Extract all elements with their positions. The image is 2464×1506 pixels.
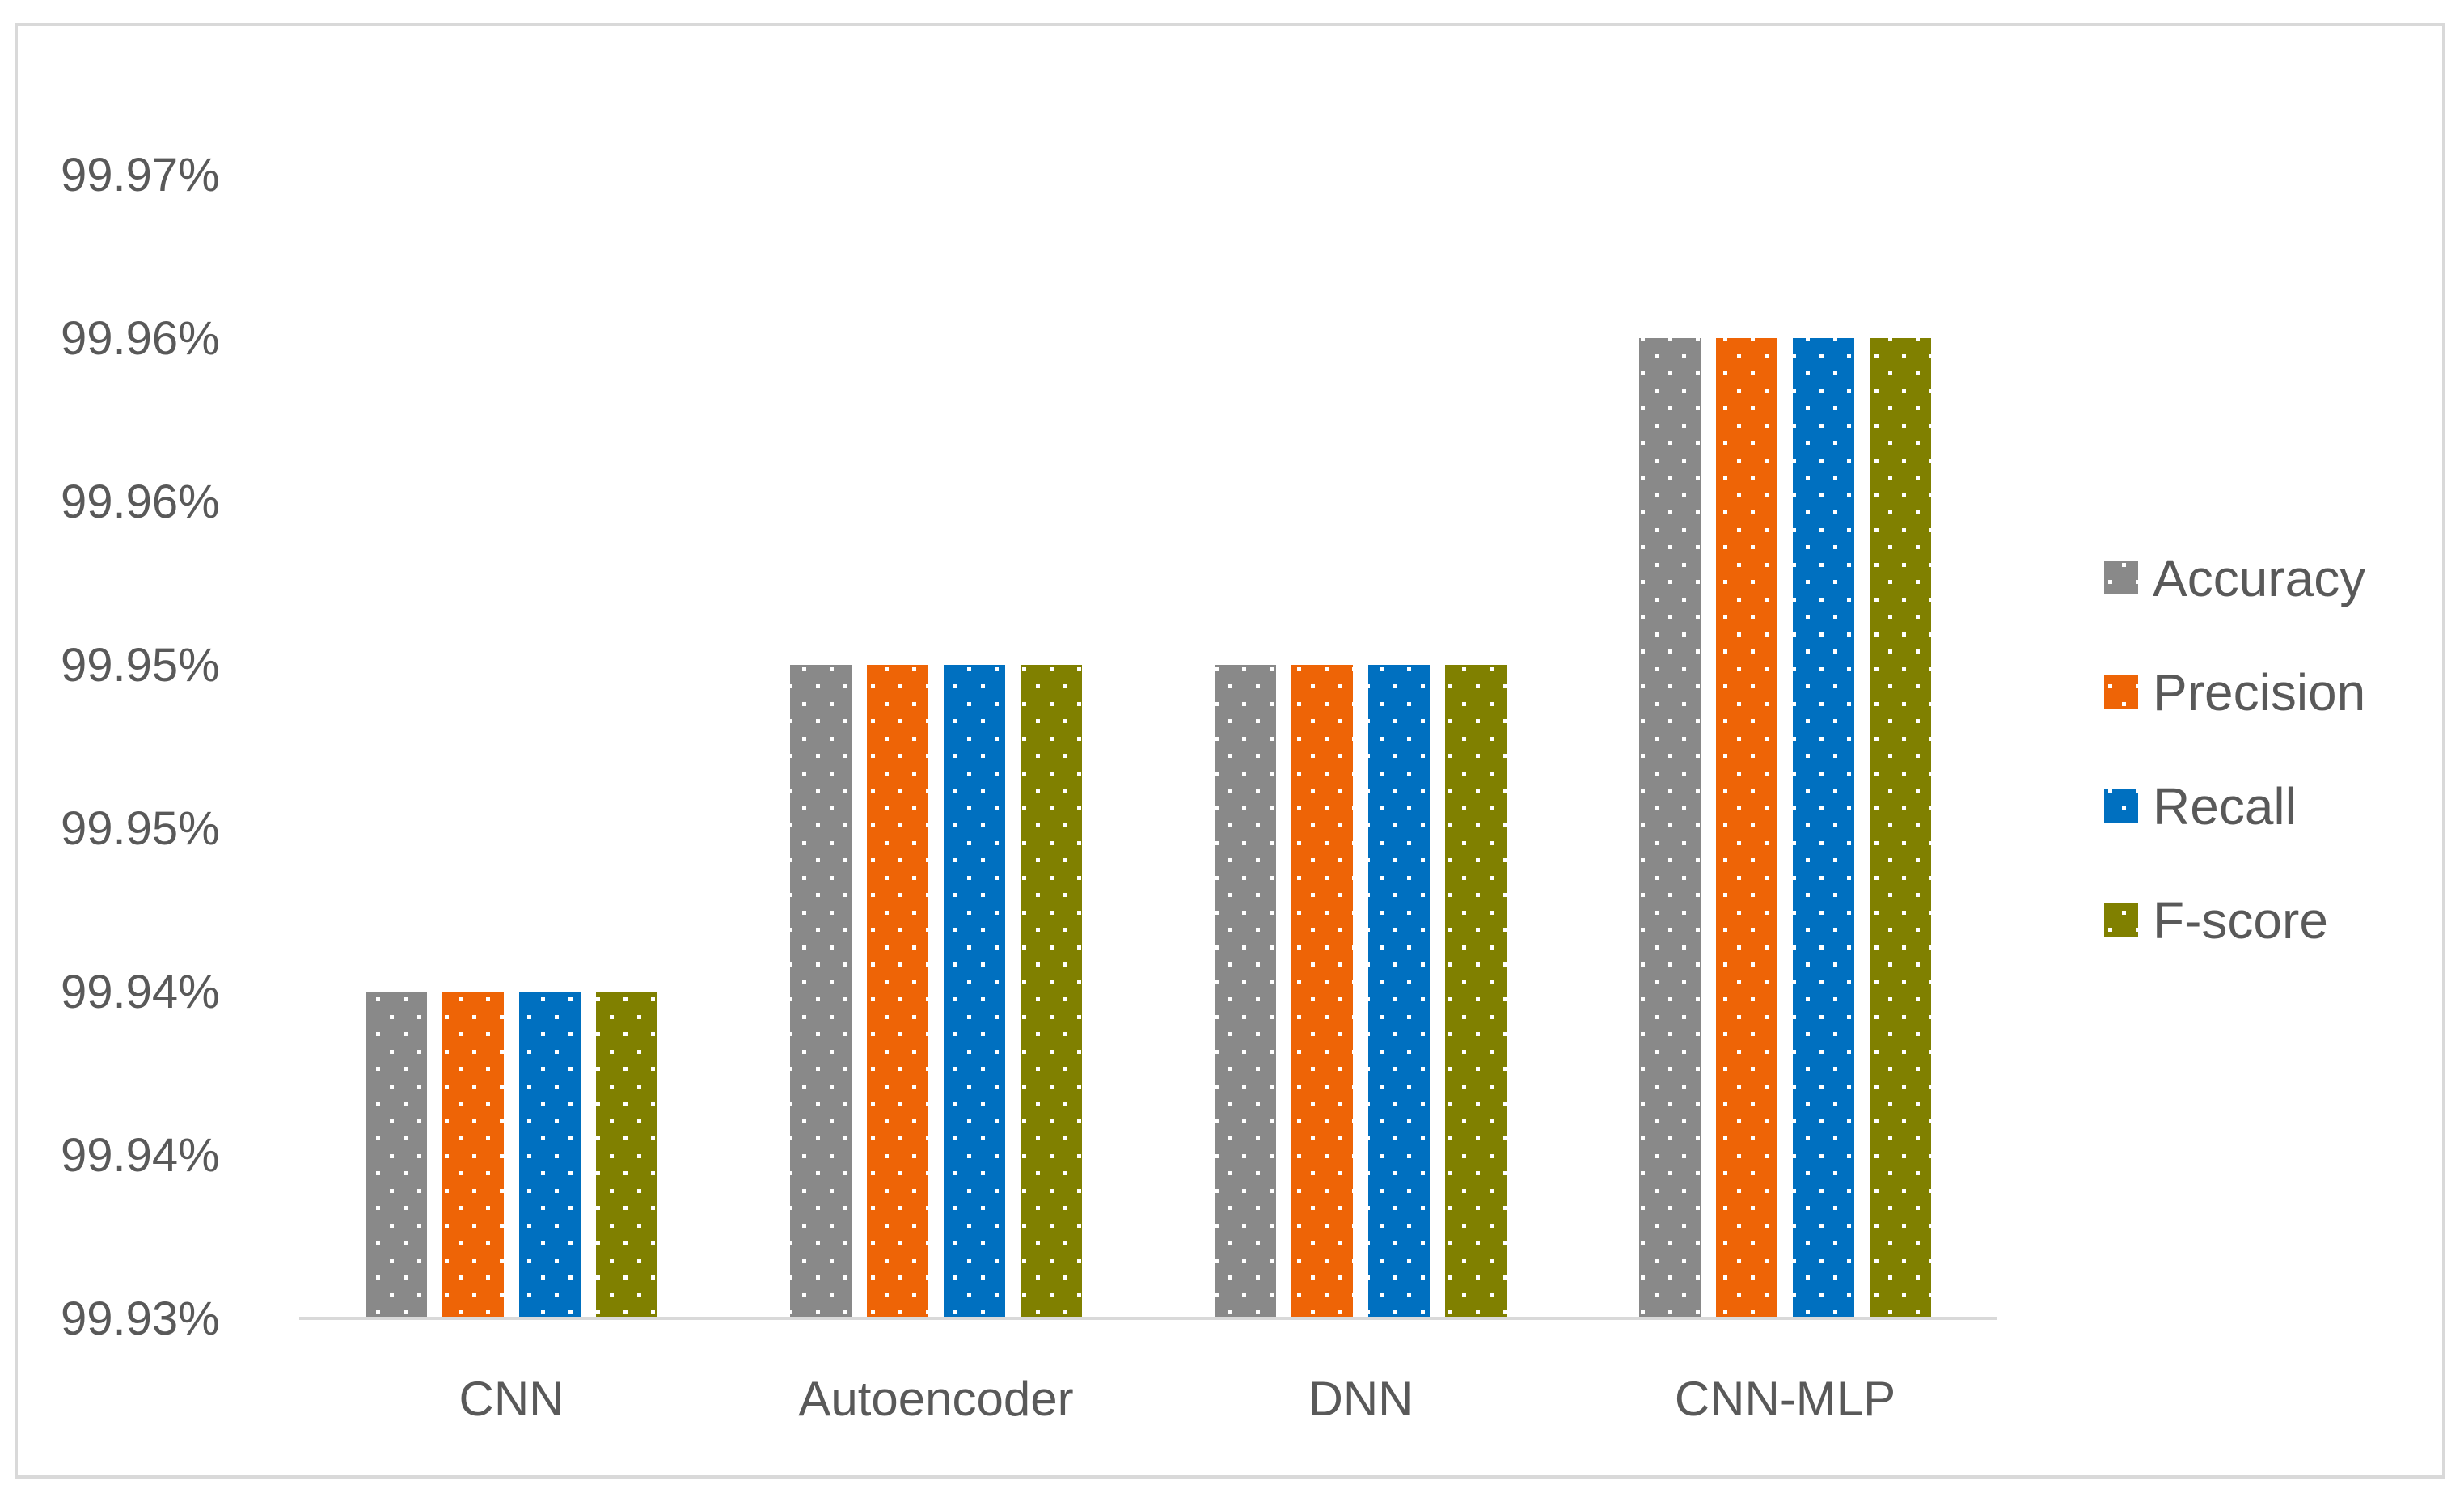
legend-swatch-recall <box>2104 789 2138 823</box>
legend-swatch-precision <box>2104 675 2138 709</box>
x-tick-label: Autoencoder <box>798 1372 1073 1426</box>
y-tick-label: 99.96% <box>61 312 220 365</box>
bar-cnn-mlp-accuracy <box>1639 338 1701 1318</box>
y-tick-label: 99.95% <box>61 802 220 855</box>
legend-swatch-accuracy <box>2104 561 2138 594</box>
legend-label-recall: Recall <box>2153 777 2297 835</box>
y-tick-label: 99.97% <box>61 149 220 201</box>
x-tick-label: DNN <box>1308 1372 1414 1426</box>
x-axis: CNN Autoencoder DNN CNN-MLP <box>299 1317 1997 1426</box>
bar-cnn-recall <box>519 992 581 1318</box>
bar-dnn-recall <box>1368 665 1430 1318</box>
x-tick-label: CNN-MLP <box>1675 1372 1896 1426</box>
x-tick-label: CNN <box>459 1372 564 1426</box>
y-tick-label: 99.94% <box>61 1129 220 1182</box>
legend: Accuracy Precision Recall F-score <box>2104 549 2365 950</box>
bar-cnn-mlp-precision <box>1716 338 1777 1318</box>
legend-label-f-score: F-score <box>2153 891 2328 950</box>
bar-dnn-precision <box>1291 665 1353 1318</box>
bars-group <box>366 338 1931 1318</box>
y-tick-label: 99.95% <box>61 639 220 692</box>
bar-dnn-accuracy <box>1215 665 1276 1318</box>
legend-label-precision: Precision <box>2153 663 2365 721</box>
bar-autoencoder-accuracy <box>790 665 852 1318</box>
bar-autoencoder-precision <box>867 665 928 1318</box>
bar-cnn-mlp-f-score <box>1870 338 1931 1318</box>
bar-cnn-precision <box>442 992 504 1318</box>
bar-cnn-accuracy <box>366 992 427 1318</box>
bar-autoencoder-recall <box>944 665 1005 1318</box>
bar-cnn-f-score <box>596 992 657 1318</box>
y-axis-tick-labels: 99.93% 99.94% 99.94% 99.95% 99.95% 99.96% 99.9… <box>61 149 220 1345</box>
bar-dnn-f-score <box>1445 665 1507 1318</box>
legend-swatch-f-score <box>2104 903 2138 937</box>
y-tick-label: 99.96% <box>61 476 220 528</box>
bar-autoencoder-f-score <box>1021 665 1082 1318</box>
legend-label-accuracy: Accuracy <box>2153 549 2365 607</box>
y-tick-label: 99.93% <box>61 1292 220 1345</box>
y-tick-label: 99.94% <box>61 966 220 1018</box>
bar-cnn-mlp-recall <box>1793 338 1854 1318</box>
